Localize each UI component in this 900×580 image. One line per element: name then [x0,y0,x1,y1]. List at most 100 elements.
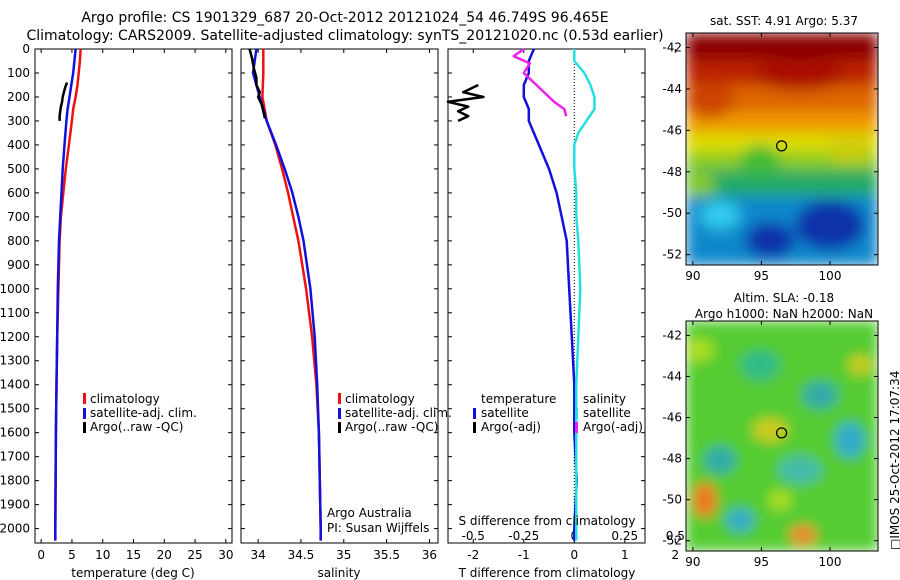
map-y-tick-label: -42 [662,328,682,342]
x-tick-label: 15 [126,548,141,562]
map-x-tick-label: 95 [754,269,769,283]
x-tick-label: -2 [467,548,479,562]
s-difference-axis-label: S difference from climatology [459,514,636,528]
legend-swatch-argo [83,422,86,433]
sla-map-axes: 90 95 100 -42 -44 -46 -48 -50 -52 [662,321,878,569]
series-line-s-argo-adj- [512,47,568,117]
depth-tick-label: 900 [7,258,30,272]
depth-tick-label: 1800 [0,474,30,488]
sla-map-title: Altim. SLA: -0.18 [734,291,834,305]
x-tick-label: 30 [218,548,233,562]
map-x-tick-label: 95 [754,555,769,569]
map-x-tick-label: 100 [819,269,842,283]
map-y-tick-label: -42 [662,41,682,55]
legend-swatch-climatology [83,393,86,404]
depth-tick-label: 100 [7,66,30,80]
x-tick-label: -1 [518,548,530,562]
depth-tick-label: 1400 [0,378,30,392]
series-line-satellite-adj-clim- [251,48,322,541]
sla-heatmap [686,321,878,551]
x-tick-label: 25 [187,548,202,562]
legend-swatch-satellite [338,408,341,419]
depth-tick-label: 800 [7,234,30,248]
legend-label-satellite: satellite-adj. clim. [90,406,197,420]
series-line-t-argo-adj- [446,83,485,123]
legend-label-s-argo: Argo(-adj) [583,420,643,434]
sst-heatmap [686,33,878,265]
depth-tick-label: 600 [7,186,30,200]
x-tick-label: 34.5 [288,548,315,562]
map-y-tick-label: -46 [662,411,682,425]
x-tick-label: 5 [68,548,76,562]
salinity-panel: 34 34.5 35 35.5 36 [241,48,438,562]
temperature-legend: climatology satellite-adj. clim. Argo(..… [83,392,197,434]
legend-swatch-argo [338,422,341,433]
depth-tick-label: 1500 [0,402,30,416]
s-tick-label: 0.25 [611,529,638,543]
legend-header-salinity: salinity [583,392,626,406]
climatology-subtitle: Climatology: CARS2009. Satellite-adjuste… [26,28,664,44]
map-y-tick-label: -48 [662,452,682,466]
t-difference-axis-label: T difference from climatology [458,566,636,580]
depth-tick-label: 1900 [0,498,30,512]
x-tick-label: 35 [336,548,351,562]
legend-label-satellite: satellite-adj. clim. [345,406,452,420]
legend-swatch-t-argo [473,422,476,433]
depth-tick-label: 500 [7,162,30,176]
depth-tick-label: 1100 [0,306,30,320]
map-y-tick-label: -48 [662,165,682,179]
series-line-satellite-adj-clim- [54,48,77,541]
map-y-tick-label: -50 [662,493,682,507]
argo-location-marker [775,427,788,439]
x-tick-label: 0 [570,548,578,562]
legend-swatch-climatology [338,393,341,404]
legend-swatch-t-satellite [473,408,476,419]
s-tick-label: -0.25 [508,529,539,543]
x-tick-label: 34 [250,548,265,562]
legend-label-argo: Argo(..raw -QC) [90,420,183,434]
s-tick-label: 0.5 [666,529,685,543]
depth-tick-label: 1000 [0,282,30,296]
sla-map-frame [685,320,879,552]
x-tick-label: 35.5 [373,548,400,562]
map-y-tick-label: -50 [662,206,682,220]
map-y-tick-label: -52 [662,534,682,548]
profile-title: Argo profile: CS 1901329_687 20-Oct-2012… [81,10,609,26]
x-tick-label: 10 [95,548,110,562]
difference-panel-frame [447,48,646,544]
argo-location-marker [775,140,788,152]
temperature-panel-frame [34,48,233,544]
series-line-climatology [54,48,82,541]
series-line-argo-raw-qc- [58,82,69,121]
salinity-axis-label: salinity [317,566,360,580]
legend-header-temperature: temperature [481,392,556,406]
legend-swatch-satellite [83,408,86,419]
pi-note: PI: Susan Wijffels [327,521,429,535]
legend-label-t-satellite: satellite [481,406,529,420]
legend-label-argo: Argo(..raw -QC) [345,420,438,434]
map-y-tick-label: -44 [662,369,682,383]
depth-tick-label: 700 [7,210,30,224]
sst-map-axes: 90 95 100 -42 -44 -46 -48 -50 -52 [662,33,878,283]
imos-watermark: □IMOS 25-Oct-2012 17:07:34 [888,370,900,550]
sla-map-subtitle: Argo h1000: NaN h2000: NaN [695,307,873,321]
legend-swatch-s-satellite [575,408,578,419]
legend-label-s-satellite: satellite [583,406,631,420]
depth-tick-label: 1600 [0,426,30,440]
depth-tick-label: 1700 [0,450,30,464]
temperature-panel: 0 5 10 15 20 25 30 [35,48,233,562]
salinity-legend: climatology satellite-adj. clim. Argo(..… [338,392,452,434]
map-x-tick-label: 90 [685,269,700,283]
series-line-s-satellite [573,49,596,541]
series-line-t-satellite [522,48,579,541]
depth-tick-label: 300 [7,114,30,128]
depth-tick-label: 1300 [0,354,30,368]
map-x-tick-label: 100 [819,555,842,569]
x-tick-label: 36 [422,548,437,562]
map-y-tick-label: -52 [662,248,682,262]
legend-label-climatology: climatology [345,392,415,406]
sst-map-frame [685,32,879,266]
depth-tick-label: 0 [22,42,30,56]
sst-map-title: sat. SST: 4.91 Argo: 5.37 [710,14,858,28]
